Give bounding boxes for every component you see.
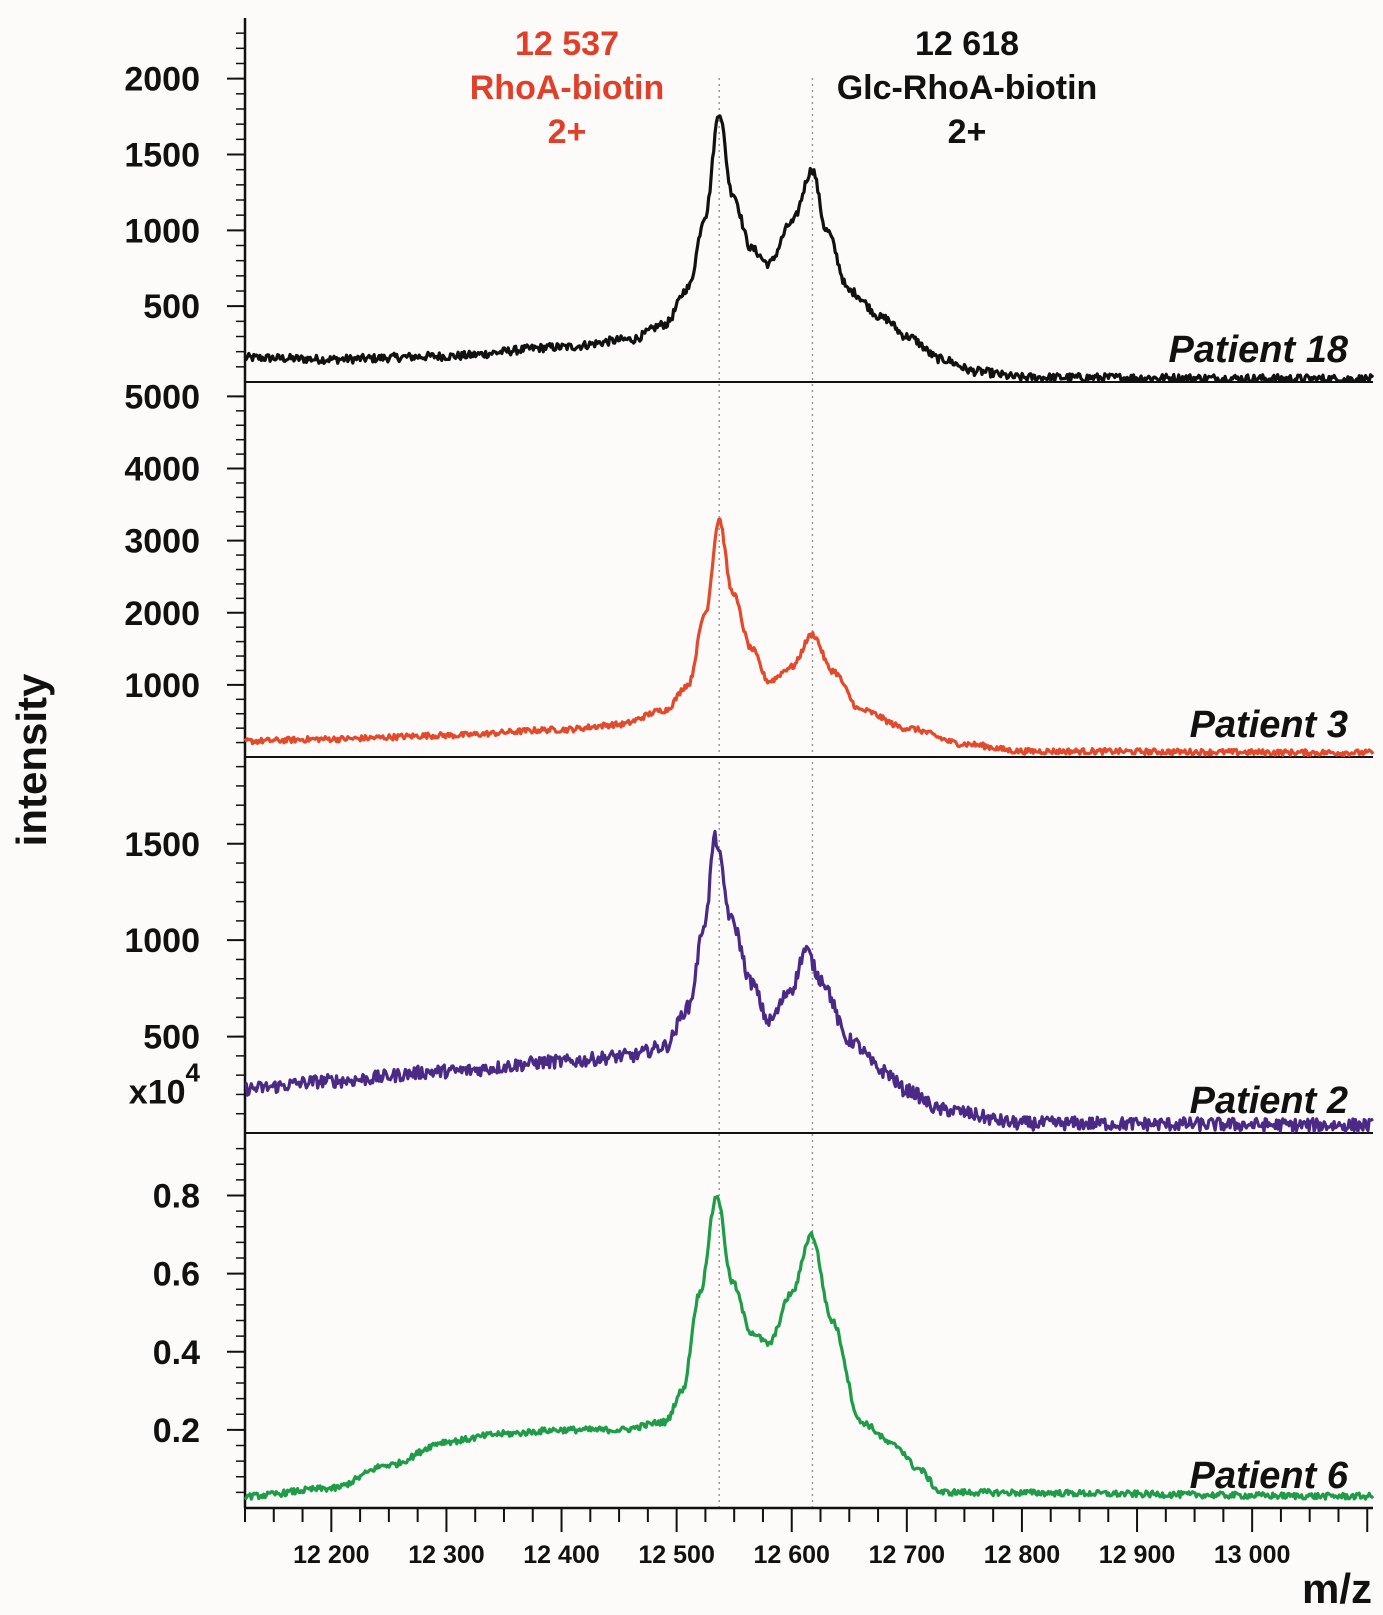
y-exponent-label: x104 [129,1058,201,1112]
peak-label-line: Glc-RhoA-biotin [837,69,1098,107]
peak-label-line: 2+ [548,113,587,151]
patient-label: Patient 6 [1190,1455,1349,1497]
y-tick-label: 0.4 [153,1334,200,1372]
x-tick-label: 12 200 [293,1541,369,1569]
x-tick-label: 12 700 [869,1541,945,1569]
peak-guide-lines [718,78,814,1508]
spectrum-trace [243,1194,1375,1501]
y-tick-label: 0.6 [153,1256,200,1294]
y-tick-label: 500 [143,1019,200,1057]
peak-label-line: 2+ [948,113,987,151]
y-tick-label: 1000 [124,922,200,960]
y-tick-label: 1500 [124,137,200,175]
patient-label: Patient 18 [1168,329,1348,371]
x-axis: 12 200 12 300 12 400 12 500 12 600 12 700 12 8… [244,1506,1373,1569]
patient-label: Patient 3 [1190,704,1348,746]
panel-2: 1000 2000 3000 4000 5000 Patient 3 [124,378,1375,758]
y-tick-label: 0.8 [153,1178,200,1216]
spectrum-panels: 500 1000 1500 2000 Patient 18 1000 2000 3000 400… [124,18,1375,1509]
peak-label-line: 12 618 [915,25,1019,63]
peak-annotations: 12 537 RhoA-biotin 2+ 12 618 Glc-RhoA-biotin… [470,25,1098,151]
y-tick-label: 1000 [124,212,200,250]
y-axis-title: intensity [8,673,55,846]
y-tick-label: 5000 [124,378,200,416]
y-tick-label: 4000 [124,451,200,489]
x-tick-label: 12 300 [408,1541,484,1569]
x-tick-label: 12 900 [1099,1541,1175,1569]
spectrum-trace [243,114,1375,383]
y-tick-label: 0.2 [153,1412,200,1450]
spectrum-trace [244,829,1374,1134]
y-tick-label: 3000 [124,523,200,561]
y-tick-label: 1000 [124,667,200,705]
y-tick-label: 2000 [124,61,200,99]
patient-label: Patient 2 [1190,1080,1348,1122]
x-tick-label: 13 000 [1214,1541,1290,1569]
y-tick-label: 500 [143,288,200,326]
x-tick-label: 12 800 [984,1541,1060,1569]
x-axis-title: m/z [1302,1565,1372,1612]
panel-1: 500 1000 1500 2000 Patient 18 [124,18,1375,383]
x-tick-label: 12 600 [754,1541,830,1569]
spectrum-trace [243,517,1375,758]
y-tick-label: 1500 [124,826,200,864]
x-tick-label: 12 400 [523,1541,599,1569]
peak-label-line: 12 537 [515,25,619,63]
y-tick-label: 2000 [124,595,200,633]
panel-3: 500 1000 1500 Patient 2 [124,757,1374,1134]
x-tick-label: 12 500 [638,1541,714,1569]
peak-label-line: RhoA-biotin [470,69,665,107]
